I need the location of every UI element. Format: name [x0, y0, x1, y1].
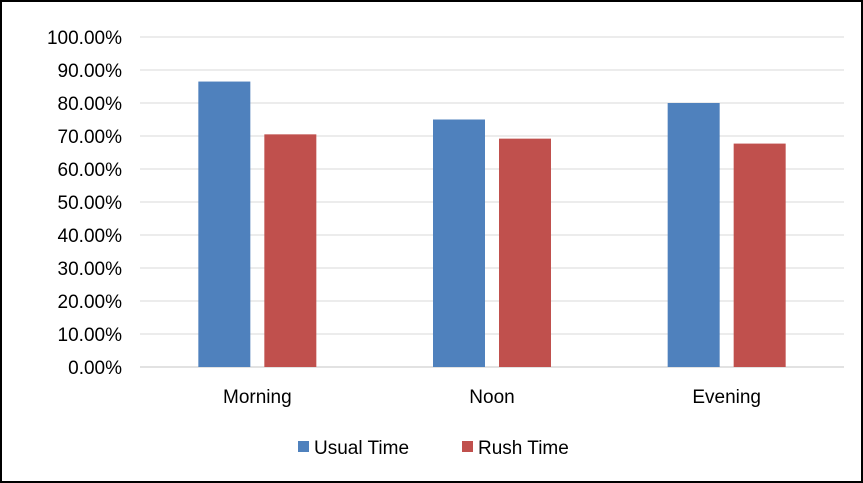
x-category-label: Noon — [469, 387, 514, 408]
legend-swatch — [462, 441, 473, 452]
legend: Usual Time Rush Time — [298, 438, 569, 459]
bar-rush-time-evening — [733, 143, 786, 367]
x-category-label: Evening — [692, 387, 761, 408]
bar-usual-time-evening — [667, 103, 720, 367]
bar-rush-time-morning — [264, 134, 317, 367]
y-tick-label: 0.00% — [68, 358, 122, 379]
bar-rush-time-noon — [499, 138, 551, 367]
bar-usual-time-morning — [198, 81, 251, 368]
y-tick-label: 70.00% — [58, 127, 123, 148]
legend-label: Usual Time — [314, 438, 409, 459]
y-tick-label: 100.00% — [47, 28, 122, 49]
y-tick-label: 20.00% — [58, 292, 123, 313]
y-tick-label: 90.00% — [58, 61, 123, 82]
bar-usual-time-noon — [433, 119, 485, 367]
y-tick-label: 60.00% — [58, 160, 123, 181]
y-tick-label: 30.00% — [58, 259, 123, 280]
y-tick-label: 80.00% — [58, 94, 123, 115]
legend-label: Rush Time — [478, 438, 569, 459]
x-category-label: Morning — [223, 387, 292, 408]
bars — [198, 81, 786, 368]
x-axis-category-labels: Morning Noon Evening — [223, 387, 761, 408]
y-tick-label: 10.00% — [58, 325, 123, 346]
legend-swatch — [298, 441, 309, 452]
y-axis-tick-labels: 0.00% 10.00% 20.00% 30.00% 40.00% 50.00% 60.00… — [47, 28, 122, 379]
grid-lines — [140, 36, 844, 368]
y-tick-label: 50.00% — [58, 193, 123, 214]
y-tick-label: 40.00% — [58, 226, 123, 247]
